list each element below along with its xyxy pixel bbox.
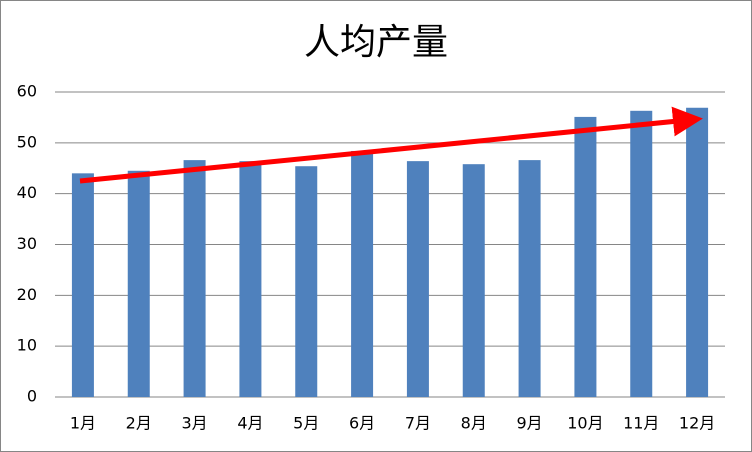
chart-title: 人均产量: [304, 22, 448, 63]
bar: [630, 110, 653, 397]
y-tick-label: 50: [17, 132, 37, 151]
x-tick-label: 9月: [516, 414, 542, 433]
x-tick-label: 3月: [181, 414, 207, 433]
y-tick-label: 40: [17, 183, 37, 202]
y-tick-label: 10: [17, 336, 37, 355]
y-tick-label: 20: [17, 285, 37, 304]
x-tick-label: 2月: [126, 414, 152, 433]
x-tick-label: 6月: [349, 414, 375, 433]
bar: [183, 160, 206, 397]
x-tick-label: 7月: [405, 414, 431, 433]
y-tick-label: 0: [27, 387, 37, 406]
bar: [351, 150, 374, 397]
trend-arrow: [79, 106, 703, 184]
x-tick-label: 10月: [567, 414, 603, 433]
bar: [574, 116, 597, 398]
x-tick-label: 4月: [237, 414, 263, 433]
x-tick-label: 1月: [70, 414, 96, 433]
bar: [462, 164, 485, 397]
bar: [295, 166, 318, 397]
plot-area: 0 10 20 30 40 50 60 1月 2月 3月 4月 5月 6月 7月 8月 9月 10月 11月 12月: [17, 82, 725, 433]
bar: [406, 161, 429, 397]
x-tick-label: 5月: [293, 414, 319, 433]
bar: [127, 170, 150, 397]
x-tick-label: 11月: [623, 414, 659, 433]
bar: [239, 161, 262, 397]
bar: [518, 160, 541, 397]
y-tick-label: 30: [17, 234, 37, 253]
bar: [686, 107, 709, 397]
x-tick-label: 8月: [461, 414, 487, 433]
bar: [71, 173, 94, 397]
x-tick-label: 12月: [679, 414, 715, 433]
y-tick-label: 60: [17, 82, 37, 101]
